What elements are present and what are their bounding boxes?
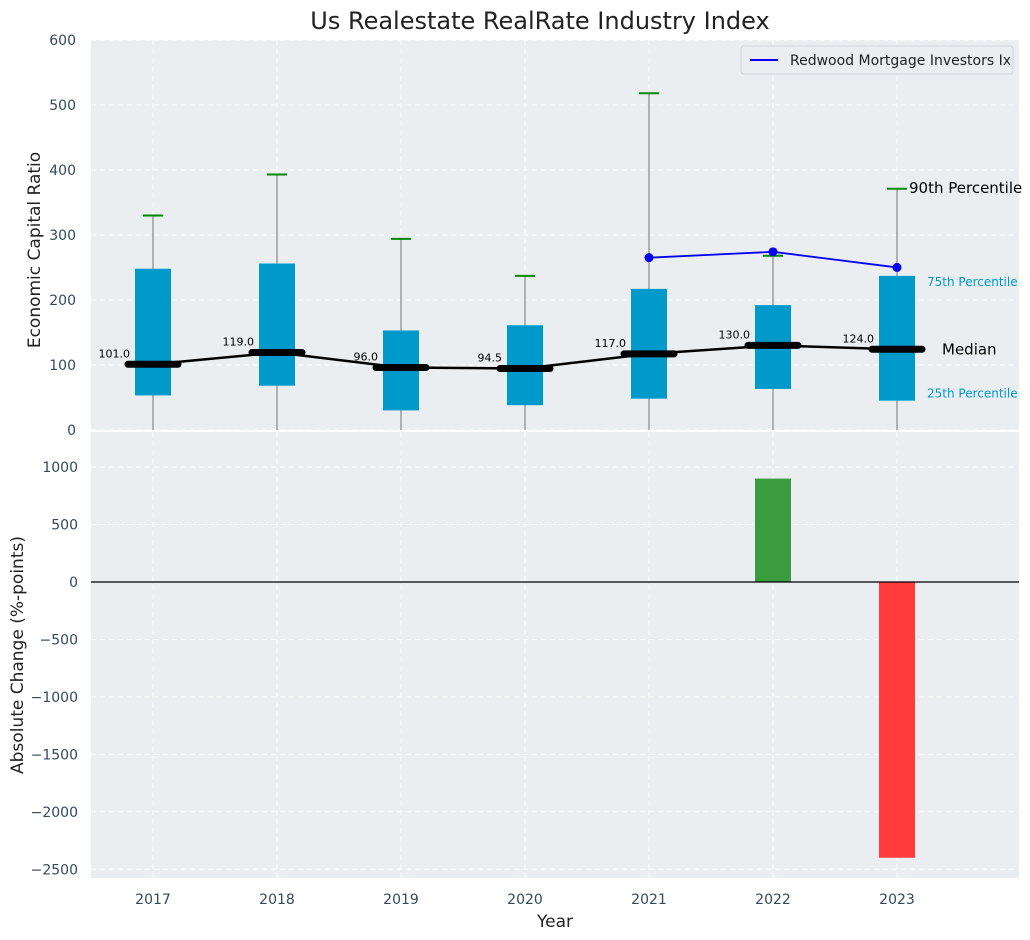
- x-tick-label: 2017: [135, 892, 171, 908]
- bottom-y-tick-label: −1500: [31, 747, 78, 763]
- top-y-tick-label: 200: [49, 293, 76, 309]
- bottom-panel-marks: [91, 478, 1019, 858]
- change-bar: [879, 582, 915, 858]
- bottom-y-axis-label: Absolute Change (%-points): [8, 536, 28, 774]
- iqr-box: [259, 263, 295, 386]
- x-tick-label: 2019: [383, 892, 419, 908]
- iqr-box: [879, 275, 915, 401]
- median-value-label: 96.0: [354, 350, 379, 363]
- bottom-y-tick-label: 0: [69, 575, 78, 591]
- x-axis-label: Year: [536, 912, 573, 932]
- x-tick-label: 2020: [507, 892, 543, 908]
- iqr-box: [135, 268, 171, 396]
- change-bar: [755, 478, 791, 582]
- annotation-median: Median: [942, 340, 997, 358]
- bottom-grid: [91, 432, 1019, 878]
- bottom-y-tick-label: 1000: [42, 460, 78, 476]
- legend: Redwood Mortgage Investors Ix: [740, 45, 1014, 75]
- chart-title: Us Realestate RealRate Industry Index: [310, 7, 769, 35]
- median-value-label: 101.0: [99, 347, 131, 360]
- bottom-y-tick-label: −2500: [31, 862, 78, 878]
- x-tick-label: 2022: [755, 892, 791, 908]
- top-y-tick-label: 500: [49, 98, 76, 114]
- annotation-90th: 90th Percentile: [909, 179, 1022, 197]
- top-y-tick-label: 100: [49, 358, 76, 374]
- top-y-tick-label: 300: [49, 228, 76, 244]
- median-value-label: 119.0: [223, 336, 255, 349]
- iqr-box: [631, 288, 667, 399]
- top-y-tick-label: 400: [49, 163, 76, 179]
- bottom-y-tick-label: −1000: [31, 690, 78, 706]
- axis-labels: 0 100 200 300 400 500 600 −2500 −2000 −1500 −1000 −…: [31, 33, 1023, 908]
- top-y-axis-label: Economic Capital Ratio: [25, 152, 45, 348]
- x-tick-label: 2021: [631, 892, 667, 908]
- median-value-label: 130.0: [719, 328, 751, 341]
- bottom-y-tick-label: 500: [51, 518, 78, 534]
- top-y-tick-label: 0: [67, 423, 76, 439]
- x-tick-label: 2023: [879, 892, 915, 908]
- median-value-label: 94.5: [478, 351, 503, 364]
- median-value-label: 117.0: [595, 337, 627, 350]
- company-point: [768, 247, 778, 257]
- company-point: [892, 262, 902, 272]
- top-panel-marks: 101.0 119.0 96.0 94.5 117.0 130.0 124.0: [99, 92, 926, 430]
- x-tick-label: 2018: [259, 892, 295, 908]
- median-value-label: 124.0: [843, 332, 875, 345]
- legend-box: [740, 45, 1014, 75]
- bottom-y-tick-label: −500: [40, 632, 78, 648]
- company-point: [644, 253, 654, 263]
- legend-entry: Redwood Mortgage Investors Ix: [790, 53, 1011, 69]
- annotation-75th: 75th Percentile: [927, 275, 1018, 289]
- annotation-25th: 25th Percentile: [927, 387, 1018, 401]
- bottom-y-tick-label: −2000: [31, 805, 78, 821]
- top-y-tick-label: 600: [49, 33, 76, 49]
- bottom-panel-background: [91, 432, 1019, 878]
